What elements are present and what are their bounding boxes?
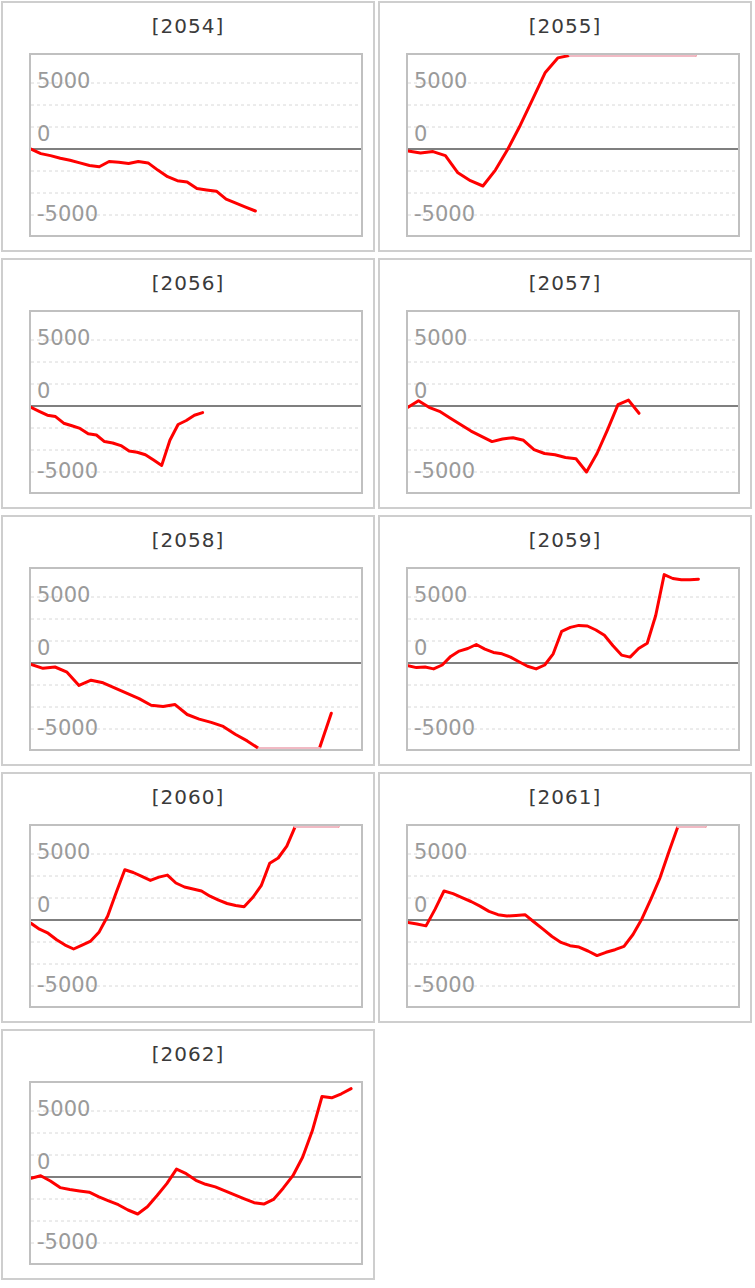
y-axis-label: 5000 (37, 69, 90, 93)
chart-canvas: 5000 0 -5000 (29, 310, 363, 494)
y-axis-label: 5000 (37, 1097, 90, 1121)
line-chart: 5000 0 -5000 (29, 310, 373, 494)
y-axis-label: -5000 (37, 973, 98, 997)
chart-panel-2057: [2057] 5000 0 -5000 (378, 258, 752, 509)
chart-title: [2057] (380, 268, 750, 298)
chart-title: [2059] (380, 525, 750, 555)
y-axis-label: 0 (37, 636, 50, 660)
y-axis-label: -5000 (37, 716, 98, 740)
line-chart: 5000 0 -5000 (406, 310, 750, 494)
y-axis-label: 5000 (37, 840, 90, 864)
y-axis-label: 0 (414, 122, 427, 146)
y-axis-label: -5000 (37, 459, 98, 483)
chart-panel-2060: [2060] 5000 0 -5000 (1, 772, 375, 1023)
chart-canvas: 5000 0 -5000 (29, 53, 363, 237)
chart-title: [2056] (3, 268, 373, 298)
chart-panel-2058: [2058] 5000 0 -5000 (1, 515, 375, 766)
y-axis-label: 0 (414, 636, 427, 660)
y-axis-label: 5000 (37, 326, 90, 350)
chart-title: [2055] (380, 11, 750, 41)
y-axis-label: -5000 (414, 973, 475, 997)
y-axis-label: 5000 (37, 583, 90, 607)
chart-canvas: 5000 0 -5000 (406, 53, 740, 237)
chart-title: [2054] (3, 11, 373, 41)
line-chart: 5000 0 -5000 (406, 53, 750, 237)
y-axis-label: 0 (37, 1150, 50, 1174)
line-chart: 5000 0 -5000 (29, 1081, 373, 1265)
y-axis-label: 5000 (414, 69, 467, 93)
chart-canvas: 5000 0 -5000 (29, 567, 363, 751)
y-axis-label: 0 (414, 379, 427, 403)
y-axis-label: 5000 (414, 583, 467, 607)
line-chart: 5000 0 -5000 (29, 824, 373, 1008)
y-axis-label: 0 (37, 122, 50, 146)
chart-canvas: 5000 0 -5000 (406, 824, 740, 1008)
chart-panel-2062: [2062] 5000 0 -5000 (1, 1029, 375, 1280)
y-axis-label: 0 (37, 893, 50, 917)
chart-panel-2054: [2054] 5000 0 -5000 (1, 1, 375, 252)
y-axis-label: 5000 (414, 840, 467, 864)
y-axis-label: 0 (414, 893, 427, 917)
empty-grid-cell (378, 1029, 752, 1280)
chart-title: [2061] (380, 782, 750, 812)
chart-title: [2060] (3, 782, 373, 812)
y-axis-label: 5000 (414, 326, 467, 350)
chart-canvas: 5000 0 -5000 (29, 1081, 363, 1265)
line-chart: 5000 0 -5000 (406, 567, 750, 751)
series-line (31, 407, 203, 465)
chart-panel-2059: [2059] 5000 0 -5000 (378, 515, 752, 766)
line-chart: 5000 0 -5000 (29, 53, 373, 237)
line-chart: 5000 0 -5000 (29, 567, 373, 751)
line-chart: 5000 0 -5000 (406, 824, 750, 1008)
chart-title: [2062] (3, 1039, 373, 1069)
y-axis-label: -5000 (414, 202, 475, 226)
y-axis-label: -5000 (37, 1230, 98, 1254)
y-axis-label: -5000 (414, 716, 475, 740)
chart-panel-2056: [2056] 5000 0 -5000 (1, 258, 375, 509)
y-axis-label: -5000 (37, 202, 98, 226)
chart-panel-2061: [2061] 5000 0 -5000 (378, 772, 752, 1023)
chart-grid: [2054] 5000 0 -5000 [2055] 5000 0 -5000 [205… (1, 1, 754, 1280)
y-axis-label: -5000 (414, 459, 475, 483)
chart-canvas: 5000 0 -5000 (406, 310, 740, 494)
chart-canvas: 5000 0 -5000 (406, 567, 740, 751)
chart-title: [2058] (3, 525, 373, 555)
chart-canvas: 5000 0 -5000 (29, 824, 363, 1008)
chart-panel-2055: [2055] 5000 0 -5000 (378, 1, 752, 252)
chart-grid-page: [2054] 5000 0 -5000 [2055] 5000 0 -5000 [205… (0, 0, 755, 1281)
y-axis-label: 0 (37, 379, 50, 403)
